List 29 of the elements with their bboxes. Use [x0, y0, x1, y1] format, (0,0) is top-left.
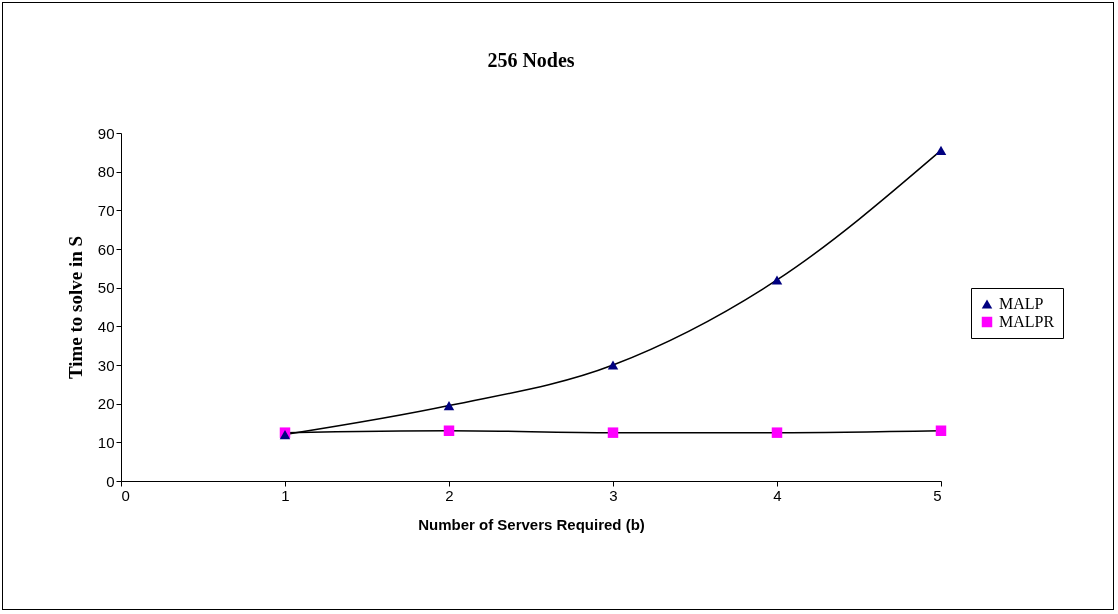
x-tick-label: 4 — [773, 486, 782, 504]
point — [935, 145, 947, 155]
chart-title: 256 Nodes — [487, 49, 575, 71]
point — [607, 360, 619, 370]
point — [935, 425, 947, 436]
x-axis-title: Number of Servers Required (b) — [418, 515, 645, 533]
y-tick-label: 40 — [97, 317, 115, 335]
legend-label: MALP — [999, 295, 1044, 312]
x-tick-label: 3 — [609, 486, 618, 504]
y-tick-label: 80 — [97, 163, 115, 181]
legend-label: MALPR — [999, 313, 1055, 330]
y-tick-label: 20 — [97, 395, 115, 413]
y-tick-label: 50 — [97, 279, 115, 297]
point — [771, 275, 783, 285]
y-tick-label: 60 — [97, 240, 115, 258]
y-tick-label: 10 — [97, 433, 115, 451]
y-tick-label: 0 — [106, 472, 115, 490]
point — [771, 427, 783, 438]
y-axis-title: Time to solve in S — [64, 235, 86, 380]
point — [443, 401, 455, 411]
x-tick-label: 2 — [445, 486, 454, 504]
y-tick-label: 90 — [97, 124, 115, 142]
x-tick-label: 5 — [933, 486, 942, 504]
point — [443, 425, 455, 436]
y-tick-label: 30 — [97, 356, 115, 374]
x-tick-label: 1 — [281, 486, 290, 504]
x-tick-label: 0 — [121, 486, 130, 504]
point — [607, 427, 619, 438]
y-tick-label: 70 — [97, 201, 115, 219]
